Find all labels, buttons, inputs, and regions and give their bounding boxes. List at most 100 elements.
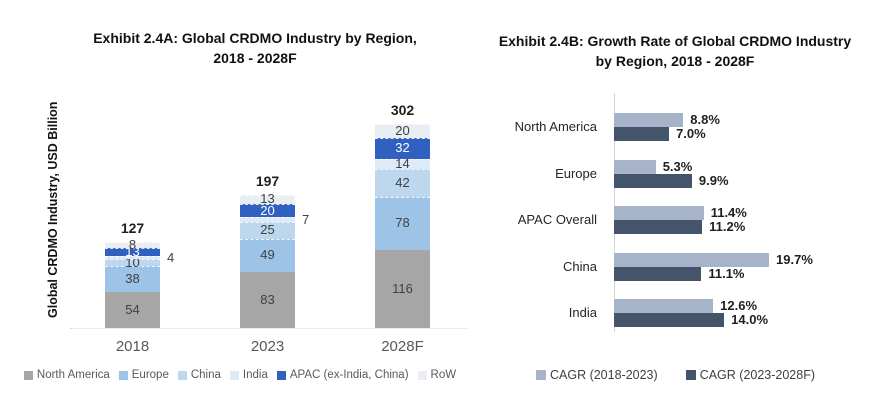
legend-label: North America (36, 369, 110, 381)
segment-label-china: 42 (395, 174, 410, 190)
value-label-cagr-2023-2028f: 11.1% (708, 265, 745, 281)
bar-segment-north-america (105, 291, 160, 328)
value-label-cagr-2018-2023: 5.3% (662, 158, 693, 174)
legend-swatch-europe (118, 370, 128, 380)
chart-title-2-4b: Exhibit 2.4B: Growth Rate of Global CRDM… (485, 31, 865, 71)
legend-label: CAGR (2023-2028F) (699, 368, 816, 382)
category-label-china: China (563, 258, 597, 274)
legend-2-4b: CAGR (2018-2023) CAGR (2023-2028F) (480, 368, 871, 382)
hbar-cagr-2018-2023 (614, 252, 770, 267)
category-label-apac-overall: APAC Overall (517, 212, 597, 227)
bar-segment-europe (375, 197, 430, 250)
segment-label-outside-india: 4 (167, 249, 175, 265)
legend-label: APAC (ex-India, China) (289, 369, 409, 381)
legend-label: Europe (131, 369, 169, 381)
segment-label-apac-ex-india-china: 32 (395, 140, 410, 156)
bar-segment-north-america (240, 271, 295, 328)
bar-segment-row (105, 242, 160, 248)
bar-segment-row (375, 124, 430, 138)
legend-label: RoW (430, 369, 457, 381)
bar-segment-north-america (375, 249, 430, 328)
bar-segment-row (240, 195, 295, 204)
hbar-cagr-2018-2023 (614, 113, 684, 127)
legend-swatch-apac-ex-india-china (276, 370, 286, 380)
chart-title-line2: 2018 - 2028F (213, 50, 297, 66)
legend-label: CAGR (2018-2023) (549, 368, 658, 382)
exhibit-2-4a-chart: Exhibit 2.4A: Global CRDMO Industry by R… (0, 28, 480, 381)
bar-segment-india (240, 217, 295, 223)
legend-item-apac-ex-india-china: APAC (ex-India, China) (276, 369, 409, 381)
segment-label-europe: 49 (260, 247, 275, 263)
segment-label-row: 8 (128, 236, 137, 252)
chart-title-line1: Exhibit 2.4A: Global CRDMO Industry by R… (93, 30, 417, 46)
legend-swatch-cagr-2023-2028f (685, 370, 696, 380)
value-label-cagr-2023-2028f: 9.9% (698, 172, 729, 188)
x-axis-baseline (70, 328, 468, 329)
value-label-cagr-2018-2023: 8.8% (690, 112, 720, 127)
hbar-cagr-2018-2023 (614, 299, 714, 313)
hbar-cagr-2018-2023 (614, 206, 704, 220)
horizontal-bar-plot: North America 8.8% 7.0% Europe 5.3% 9.9% APAC … (480, 0, 871, 402)
bar-segment-china (240, 222, 295, 239)
legend-swatch-row (417, 370, 427, 380)
segment-label-europe: 38 (125, 270, 140, 286)
chart-title-line1: Exhibit 2.4B: Growth Rate of Global CRDM… (498, 33, 852, 49)
total-label: 127 (120, 220, 145, 237)
hbar-cagr-2023-2028f (614, 173, 692, 188)
legend-item-europe: Europe (118, 369, 169, 381)
segment-label-india: 14 (395, 155, 410, 171)
chart-title-2-4a: Exhibit 2.4A: Global CRDMO Industry by R… (35, 28, 475, 68)
value-label-cagr-2018-2023: 19.7% (776, 251, 813, 267)
segment-label-apac-ex-india-china: 20 (260, 202, 275, 218)
value-label-cagr-2018-2023: 11.4% (710, 205, 747, 220)
total-label: 302 (390, 102, 415, 119)
chart-title-line2: by Region, 2018 - 2028F (595, 53, 755, 69)
legend-item-north-america: North America (23, 369, 110, 381)
legend-swatch-north-america (23, 370, 33, 380)
legend-item-cagr-2018-2023: CAGR (2018-2023) (535, 368, 658, 382)
x-tick-label: 2028F (381, 338, 424, 355)
segment-label-north-america: 83 (260, 291, 275, 307)
bar-segment-china (105, 259, 160, 266)
x-tick-label: 2018 (115, 338, 150, 355)
bar-segment-europe (240, 238, 295, 272)
legend-item-china: China (177, 369, 221, 381)
total-label: 197 (255, 173, 280, 190)
legend-item-india: India (229, 369, 268, 381)
bar-segment-apac-ex-india-china (105, 247, 160, 257)
stacked-bar-plot: 54 38 10 4 13 8 127 2018 83 49 25 7 20 13 197 2023 116 78… (105, 102, 430, 355)
hbar-cagr-2023-2028f (614, 220, 703, 234)
legend-label: China (190, 369, 221, 381)
category-label-north-america: North America (514, 119, 597, 134)
segment-label-north-america: 54 (125, 301, 140, 317)
bar-segment-apac-ex-india-china (240, 203, 295, 218)
bar-segment-apac-ex-india-china (375, 137, 430, 160)
value-label-cagr-2023-2028f: 7.0% (676, 126, 706, 141)
hbar-cagr-2023-2028f (614, 266, 702, 281)
bar-segment-india (375, 159, 430, 169)
category-label-europe: Europe (555, 165, 597, 181)
segment-label-north-america: 116 (392, 280, 413, 296)
legend-label: India (242, 369, 268, 381)
legend-2-4a: North America Europe China India APAC (ex-In… (0, 369, 480, 381)
segment-label-europe: 78 (395, 215, 410, 231)
bar-segment-china (375, 168, 430, 198)
segment-label-china: 25 (260, 222, 275, 238)
bar-segment-india (105, 256, 160, 260)
segment-label-outside-india: 7 (302, 211, 310, 227)
exhibit-2-4b-chart: Exhibit 2.4B: Growth Rate of Global CRDM… (480, 0, 871, 402)
value-label-cagr-2018-2023: 12.6% (720, 298, 758, 313)
value-label-cagr-2023-2028f: 14.0% (731, 312, 769, 327)
legend-swatch-india (229, 370, 239, 380)
hbar-cagr-2023-2028f (614, 127, 670, 141)
legend-item-row: RoW (417, 369, 457, 381)
hbar-cagr-2018-2023 (614, 159, 656, 174)
category-label-india: India (568, 305, 597, 320)
hbar-cagr-2023-2028f (614, 313, 725, 327)
segment-label-row: 20 (395, 122, 410, 138)
segment-label-apac-ex-india-china: 13 (125, 244, 140, 260)
x-tick-label: 2023 (250, 338, 285, 355)
legend-swatch-china (177, 370, 187, 380)
value-label-cagr-2023-2028f: 11.2% (709, 219, 746, 234)
